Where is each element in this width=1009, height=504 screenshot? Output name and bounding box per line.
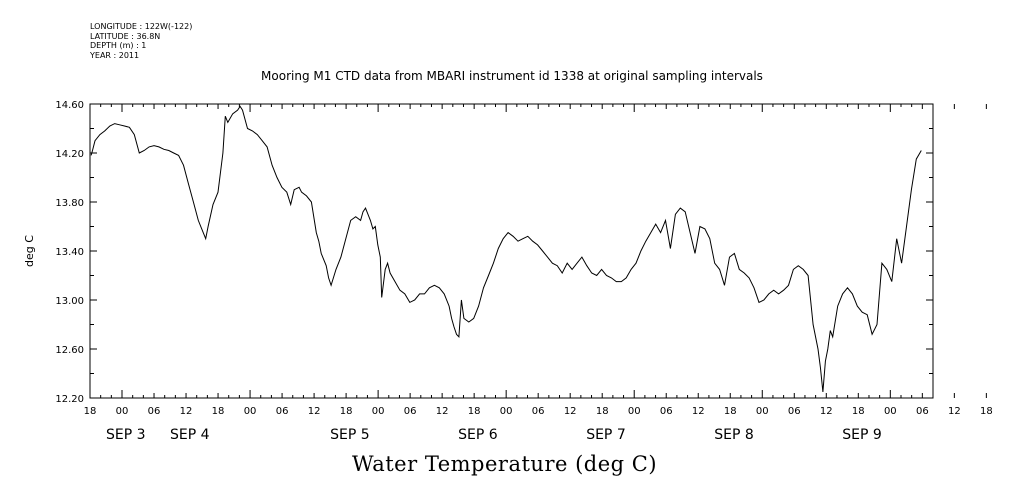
x-tick-label: 18: [980, 406, 993, 417]
x-tick-label: 18: [468, 406, 481, 417]
year-label: YEAR : 2011: [90, 50, 140, 60]
x-tick-label: 00: [244, 406, 257, 417]
date-label: SEP 9: [842, 427, 882, 443]
y-tick-label: 13.80: [55, 198, 84, 209]
y-axis-label: deg C: [23, 235, 36, 267]
y-tick-label: 12.20: [55, 394, 84, 405]
date-label: SEP 4: [170, 427, 210, 443]
date-label: SEP 7: [586, 427, 626, 443]
x-tick-label: 06: [788, 406, 801, 417]
date-label: SEP 6: [458, 427, 498, 443]
x-tick-label: 18: [84, 406, 97, 417]
x-tick-label: 00: [884, 406, 897, 417]
x-tick-label: 12: [820, 406, 833, 417]
metadata-block: LONGITUDE : 122W(-122) LATITUDE : 36.8N …: [90, 22, 192, 60]
x-tick-label: 12: [308, 406, 321, 417]
date-label: SEP 5: [330, 427, 370, 443]
x-tick-label: 12: [180, 406, 193, 417]
x-tick-label: 12: [436, 406, 449, 417]
latitude-label: LATITUDE : 36.8N: [90, 31, 161, 41]
x-tick-label: 06: [916, 406, 929, 417]
x-tick-label: 06: [404, 406, 417, 417]
x-tick-label: 18: [596, 406, 609, 417]
y-tick-label: 12.60: [55, 345, 84, 356]
x-tick-label: 18: [852, 406, 865, 417]
x-axis: 18 00 06 12 18 00 06 12 18 00 06 12 18 00 06 12 18 00 06 12…: [84, 104, 993, 443]
x-tick-label: 18: [212, 406, 225, 417]
x-tick-label: 18: [724, 406, 737, 417]
x-tick-label: 06: [660, 406, 673, 417]
y-axis: 14.60 14.20 13.80 13.40 13.00 12.60 12.20: [55, 100, 933, 405]
y-tick-label: 13.40: [55, 247, 84, 258]
x-tick-label: 00: [500, 406, 513, 417]
y-tick-label: 14.20: [55, 149, 84, 160]
x-tick-label: 12: [948, 406, 961, 417]
x-tick-label: 12: [564, 406, 577, 417]
chart-title: Mooring M1 CTD data from MBARI instrumen…: [261, 69, 763, 83]
x-tick-label: 00: [372, 406, 385, 417]
x-tick-label: 06: [532, 406, 545, 417]
x-tick-label: 00: [116, 406, 129, 417]
longitude-label: LONGITUDE : 122W(-122): [90, 22, 193, 31]
date-label: SEP 8: [714, 427, 754, 443]
x-tick-label: 00: [756, 406, 769, 417]
depth-label: DEPTH (m) : 1: [90, 41, 147, 50]
y-tick-label: 14.60: [55, 100, 84, 111]
plot-frame: [89, 103, 934, 399]
temperature-series-line: [90, 105, 922, 392]
y-tick-label: 13.00: [55, 296, 84, 307]
date-label: SEP 3: [106, 427, 146, 443]
x-tick-label: 06: [276, 406, 289, 417]
x-tick-label: 00: [628, 406, 641, 417]
x-tick-label: 18: [340, 406, 353, 417]
x-tick-label: 12: [692, 406, 705, 417]
x-tick-label: 06: [148, 406, 161, 417]
x-axis-label: Water Temperature (deg C): [351, 452, 658, 476]
